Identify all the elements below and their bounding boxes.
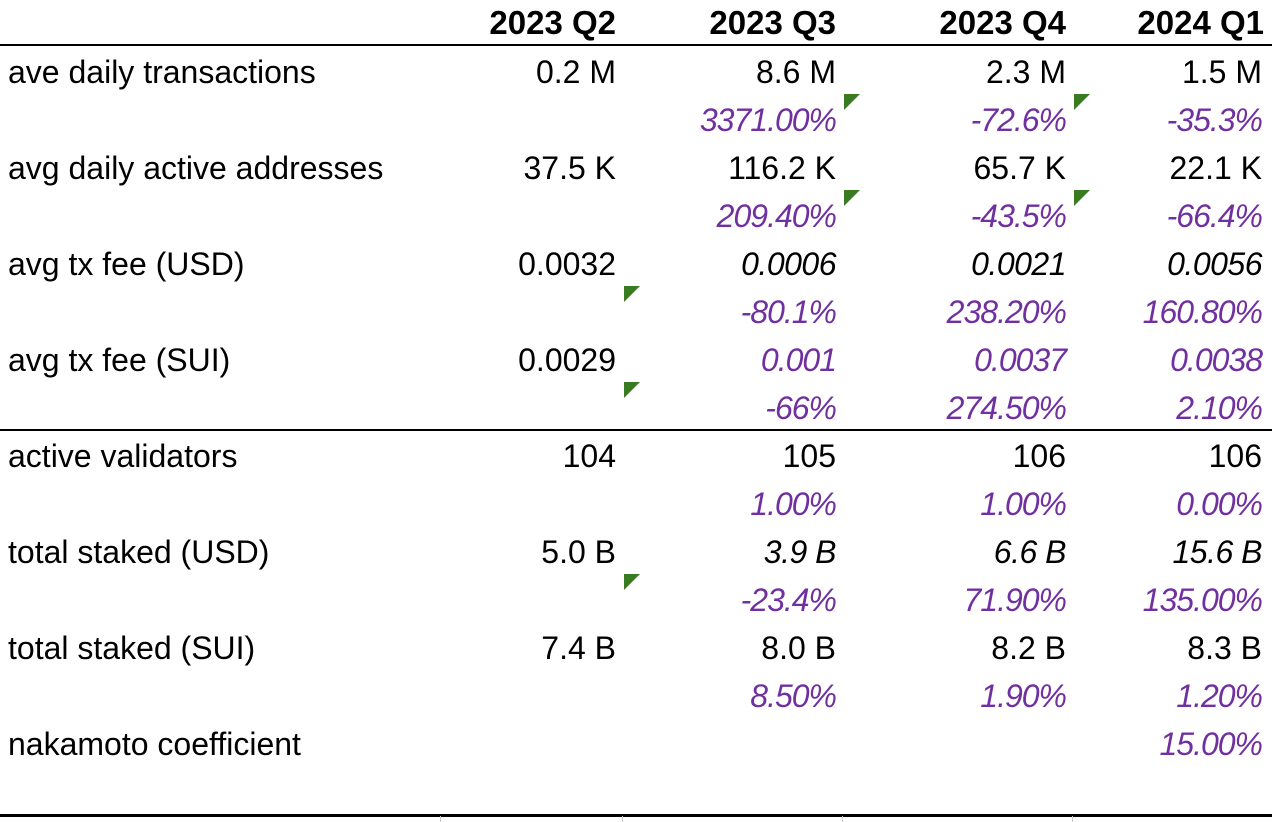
cell-value[interactable]: 8.0 B <box>761 630 836 666</box>
cell-value[interactable]: 6.6 B <box>993 534 1067 570</box>
comment-marker-icon[interactable] <box>624 286 640 302</box>
comment-marker-icon[interactable] <box>624 574 640 590</box>
row-label-avg-tx-fee-usd[interactable]: avg tx fee (USD) <box>8 246 245 282</box>
comment-marker-icon[interactable] <box>624 382 640 398</box>
cell-value[interactable]: 5.0 B <box>541 534 616 570</box>
gridline <box>440 816 441 822</box>
cell-change[interactable]: -66.4% <box>1166 198 1263 234</box>
column-header-2023-q2[interactable]: 2023 Q2 <box>489 4 616 41</box>
cell-change[interactable]: 71.90% <box>963 582 1067 618</box>
cell-value[interactable]: 0.001 <box>760 342 837 378</box>
cell-change[interactable]: 160.80% <box>1142 294 1263 330</box>
cell-change[interactable]: 2.10% <box>1176 390 1263 426</box>
cell-value[interactable]: 37.5 K <box>523 150 616 186</box>
gridline <box>622 816 623 822</box>
cell-value[interactable]: 3.9 B <box>763 534 837 570</box>
cell-value[interactable]: 15.6 B <box>1172 534 1262 570</box>
cell-change[interactable]: 8.50% <box>750 678 837 714</box>
cell-value[interactable]: 7.4 B <box>541 630 616 666</box>
comment-marker-icon[interactable] <box>1074 190 1090 206</box>
cell-value[interactable]: 1.5 M <box>1181 54 1262 90</box>
row-label-avg-tx-fee-sui[interactable]: avg tx fee (SUI) <box>8 342 231 378</box>
cell-value[interactable]: 22.1 K <box>1169 150 1262 186</box>
column-header-2023-q3[interactable]: 2023 Q3 <box>709 4 836 41</box>
column-header-2024-q1[interactable]: 2024 Q1 <box>1137 4 1264 41</box>
cell-value[interactable]: 0.0056 <box>1167 246 1262 282</box>
header-border <box>0 44 1272 46</box>
cell-change[interactable]: 1.00% <box>980 486 1067 522</box>
row-label-active-validators[interactable]: active validators <box>8 438 238 474</box>
comment-marker-icon[interactable] <box>844 94 860 110</box>
cell-change[interactable]: 209.40% <box>716 198 837 234</box>
cell-change[interactable]: 238.20% <box>946 294 1067 330</box>
cell-value[interactable]: 0.0032 <box>518 246 616 282</box>
gridline <box>842 816 843 822</box>
cell-value[interactable]: 8.6 M <box>755 54 836 90</box>
cell-change[interactable]: 1.00% <box>750 486 837 522</box>
cell-change[interactable]: -66% <box>765 390 837 426</box>
cell-value[interactable]: 0.0038 <box>1170 342 1263 378</box>
row-label-ave-daily-transactions[interactable]: ave daily transactions <box>8 54 316 90</box>
comment-marker-icon[interactable] <box>844 190 860 206</box>
cell-change[interactable]: 135.00% <box>1142 582 1263 618</box>
row-label-total-staked-usd[interactable]: total staked (USD) <box>8 534 270 570</box>
cell-value[interactable]: 8.3 B <box>1187 630 1262 666</box>
cell-value[interactable]: 2.3 M <box>985 54 1066 90</box>
cell-change[interactable]: -35.3% <box>1166 102 1263 138</box>
gridline <box>1072 816 1073 822</box>
column-header-2023-q4[interactable]: 2023 Q4 <box>939 4 1066 41</box>
cell-change[interactable]: 3371.00% <box>699 102 837 138</box>
cell-value[interactable]: 0.0029 <box>518 342 616 378</box>
cell-value[interactable]: 104 <box>562 438 616 474</box>
cell-change[interactable]: 1.20% <box>1176 678 1263 714</box>
cell-change[interactable]: -80.1% <box>740 294 837 330</box>
cell-change[interactable]: 1.90% <box>980 678 1067 714</box>
row-label-avg-daily-active-addresses[interactable]: avg daily active addresses <box>8 150 384 186</box>
cell-value[interactable]: 106 <box>1208 438 1262 474</box>
cell-change[interactable]: 0.00% <box>1176 486 1263 522</box>
row-label-nakamoto-coefficient[interactable]: nakamoto coefficient <box>8 726 301 762</box>
cell-value[interactable]: 15.00% <box>1159 726 1263 762</box>
cell-value[interactable]: 105 <box>782 438 836 474</box>
cell-change[interactable]: 274.50% <box>946 390 1067 426</box>
cell-value[interactable]: 8.2 B <box>991 630 1066 666</box>
cell-value[interactable]: 0.0006 <box>741 246 836 282</box>
comment-marker-icon[interactable] <box>1074 94 1090 110</box>
cell-value[interactable]: 106 <box>1012 438 1066 474</box>
cell-change[interactable]: -43.5% <box>970 198 1067 234</box>
cell-value[interactable]: 0.0037 <box>974 342 1067 378</box>
cell-value[interactable]: 116.2 K <box>728 150 836 186</box>
section-divider <box>0 429 1272 431</box>
cell-value[interactable]: 0.2 M <box>535 54 616 90</box>
cell-value[interactable]: 65.7 K <box>973 150 1066 186</box>
cell-value[interactable]: 0.0021 <box>971 246 1066 282</box>
row-label-total-staked-sui[interactable]: total staked (SUI) <box>8 630 256 666</box>
cell-change[interactable]: -72.6% <box>970 102 1067 138</box>
bottom-border <box>0 814 1272 817</box>
cell-change[interactable]: -23.4% <box>740 582 837 618</box>
